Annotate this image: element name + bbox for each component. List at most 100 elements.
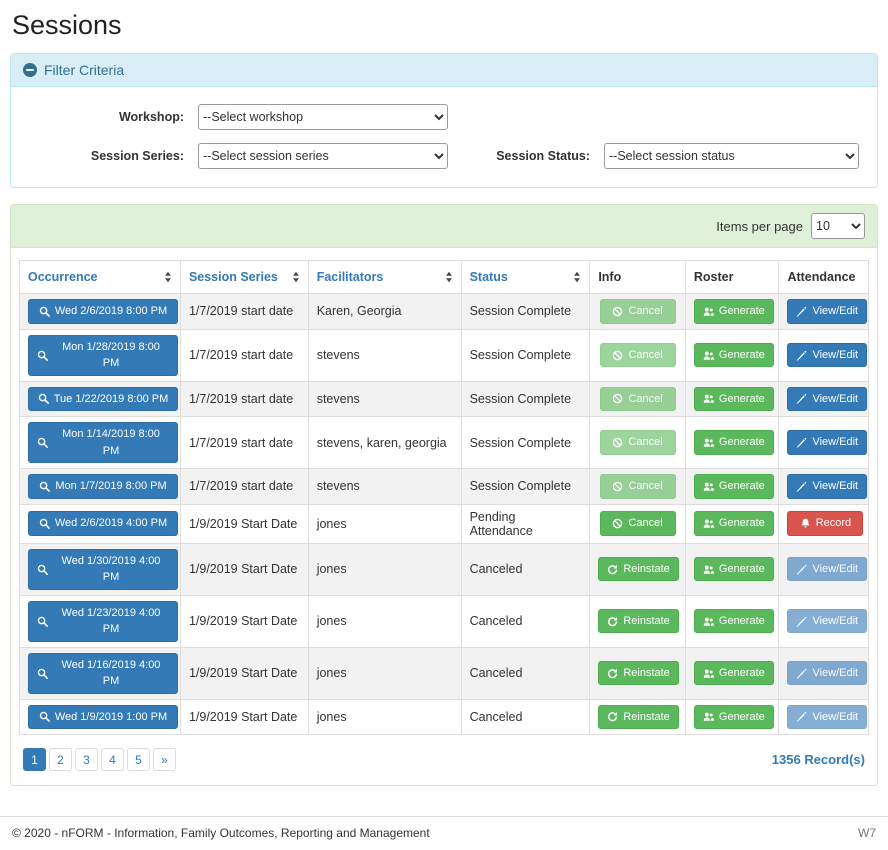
generate-button[interactable]: Generate <box>693 608 774 634</box>
pencil-icon <box>796 481 807 492</box>
pencil-icon <box>796 306 807 317</box>
occurrence-button[interactable]: Mon 1/14/2019 8:00 PM <box>28 422 178 463</box>
footer-copyright: © 2020 - nFORM - Information, Family Out… <box>12 826 430 840</box>
status-cell: Session Complete <box>460 416 591 469</box>
pencil-icon <box>796 393 807 404</box>
search-icon <box>37 564 48 575</box>
session-series-select[interactable]: --Select session series <box>198 143 448 169</box>
table-row: Wed 2/6/2019 8:00 PM 1/7/2019 start date… <box>19 293 869 330</box>
view-edit-button[interactable]: View/Edit <box>787 342 868 368</box>
column-header-session-series[interactable]: Session Series <box>179 260 309 294</box>
facilitators-cell: stevens <box>307 380 462 417</box>
reinstate-button[interactable]: Reinstate <box>598 608 679 634</box>
workshop-label: Workshop: <box>118 110 184 124</box>
reinstate-button[interactable]: Reinstate <box>598 704 679 729</box>
generate-button[interactable]: Generate <box>693 556 774 582</box>
table-row: Wed 2/6/2019 4:00 PM 1/9/2019 Start Date… <box>19 503 869 544</box>
occurrence-button[interactable]: Mon 1/28/2019 8:00 PM <box>28 334 178 376</box>
occurrence-button[interactable]: Tue 1/22/2019 8:00 PM <box>28 386 178 411</box>
view-edit-button: View/Edit <box>787 660 868 686</box>
reinstate-button[interactable]: Reinstate <box>598 556 679 582</box>
occurrence-button[interactable]: Mon 1/7/2019 8:00 PM <box>28 474 178 499</box>
session-series-cell: 1/7/2019 start date <box>179 416 309 469</box>
roster-icon <box>703 481 714 492</box>
table-row: Wed 1/23/2019 4:00 PM 1/9/2019 Start Dat… <box>19 594 869 648</box>
pencil-icon <box>796 616 807 627</box>
generate-button[interactable]: Generate <box>693 342 774 368</box>
pencil-icon <box>796 711 807 722</box>
view-edit-button[interactable]: View/Edit <box>787 299 868 324</box>
reinstate-button[interactable]: Reinstate <box>598 660 679 686</box>
search-icon <box>37 616 48 627</box>
column-header-info: Info <box>589 260 686 294</box>
generate-button[interactable]: Generate <box>693 386 774 411</box>
session-series-cell: 1/7/2019 start date <box>179 468 309 505</box>
page-button-2[interactable]: 2 <box>49 748 72 771</box>
items-per-page-select[interactable]: 10 <box>811 213 865 239</box>
page-button-5[interactable]: 5 <box>127 748 150 771</box>
occurrence-button[interactable]: Wed 2/6/2019 8:00 PM <box>28 299 178 324</box>
view-edit-button: View/Edit <box>787 608 868 634</box>
filter-panel: Filter Criteria Workshop: --Select works… <box>10 53 878 188</box>
page-button-1[interactable]: 1 <box>23 748 46 771</box>
ban-icon <box>612 306 623 317</box>
sessions-panel-body: Occurrence Session Series Facilitators S… <box>11 248 877 785</box>
facilitators-cell: Karen, Georgia <box>307 293 462 330</box>
cancel-button: Cancel <box>599 386 676 411</box>
undo-icon <box>607 668 618 679</box>
generate-button[interactable]: Generate <box>693 474 774 499</box>
generate-button[interactable]: Generate <box>693 430 774 455</box>
filter-panel-body: Workshop: --Select workshop Session Seri… <box>11 87 877 187</box>
footer-version: W7 <box>858 826 876 840</box>
session-series-label: Session Series: <box>90 149 184 163</box>
undo-icon <box>607 564 618 575</box>
facilitators-cell: jones <box>307 542 462 596</box>
facilitators-cell: jones <box>307 698 462 735</box>
page-button-next[interactable]: » <box>153 748 176 771</box>
facilitators-cell: jones <box>307 646 462 700</box>
roster-icon <box>703 564 714 575</box>
status-cell: Canceled <box>460 542 591 596</box>
table-row: Mon 1/28/2019 8:00 PM 1/7/2019 start dat… <box>19 328 869 382</box>
cancel-button[interactable]: Cancel <box>599 511 676 536</box>
roster-icon <box>703 306 714 317</box>
column-header-status[interactable]: Status <box>460 260 591 294</box>
view-edit-button[interactable]: View/Edit <box>787 386 868 411</box>
generate-button[interactable]: Generate <box>693 704 774 729</box>
roster-icon <box>703 668 714 679</box>
record-button[interactable]: Record <box>787 511 864 536</box>
column-header-roster: Roster <box>684 260 780 294</box>
occurrence-button[interactable]: Wed 1/9/2019 1:00 PM <box>28 704 178 729</box>
roster-icon <box>703 616 714 627</box>
view-edit-button[interactable]: View/Edit <box>787 474 868 499</box>
occurrence-button[interactable]: Wed 2/6/2019 4:00 PM <box>28 511 178 536</box>
status-cell: Canceled <box>460 646 591 700</box>
record-count: 1356 Record(s) <box>771 752 865 767</box>
generate-button[interactable]: Generate <box>693 511 774 536</box>
page-button-3[interactable]: 3 <box>75 748 98 771</box>
occurrence-button[interactable]: Wed 1/30/2019 4:00 PM <box>28 548 178 590</box>
occurrence-button[interactable]: Wed 1/16/2019 4:00 PM <box>28 652 178 694</box>
generate-button[interactable]: Generate <box>693 660 774 686</box>
workshop-select[interactable]: --Select workshop <box>198 104 448 130</box>
session-series-cell: 1/9/2019 Start Date <box>179 542 309 596</box>
column-header-occurrence[interactable]: Occurrence <box>19 260 181 294</box>
pencil-icon <box>796 437 807 448</box>
column-header-facilitators[interactable]: Facilitators <box>307 260 462 294</box>
search-icon <box>38 393 49 404</box>
session-status-select[interactable]: --Select session status <box>604 143 859 169</box>
status-cell: Pending Attendance <box>460 503 591 544</box>
roster-icon <box>703 350 714 361</box>
table-row: Wed 1/9/2019 1:00 PM 1/9/2019 Start Date… <box>19 698 869 735</box>
footer: © 2020 - nFORM - Information, Family Out… <box>0 816 888 850</box>
pagination: 1 2 3 4 5 » 1356 Record(s) <box>19 748 869 771</box>
facilitators-cell: jones <box>307 594 462 648</box>
bell-icon <box>800 518 811 529</box>
generate-button[interactable]: Generate <box>693 299 774 324</box>
view-edit-button[interactable]: View/Edit <box>787 430 868 455</box>
minus-circle-icon[interactable] <box>23 63 37 77</box>
table-row: Mon 1/7/2019 8:00 PM 1/7/2019 start date… <box>19 468 869 505</box>
view-edit-button: View/Edit <box>787 704 868 729</box>
page-button-4[interactable]: 4 <box>101 748 124 771</box>
occurrence-button[interactable]: Wed 1/23/2019 4:00 PM <box>28 600 178 642</box>
